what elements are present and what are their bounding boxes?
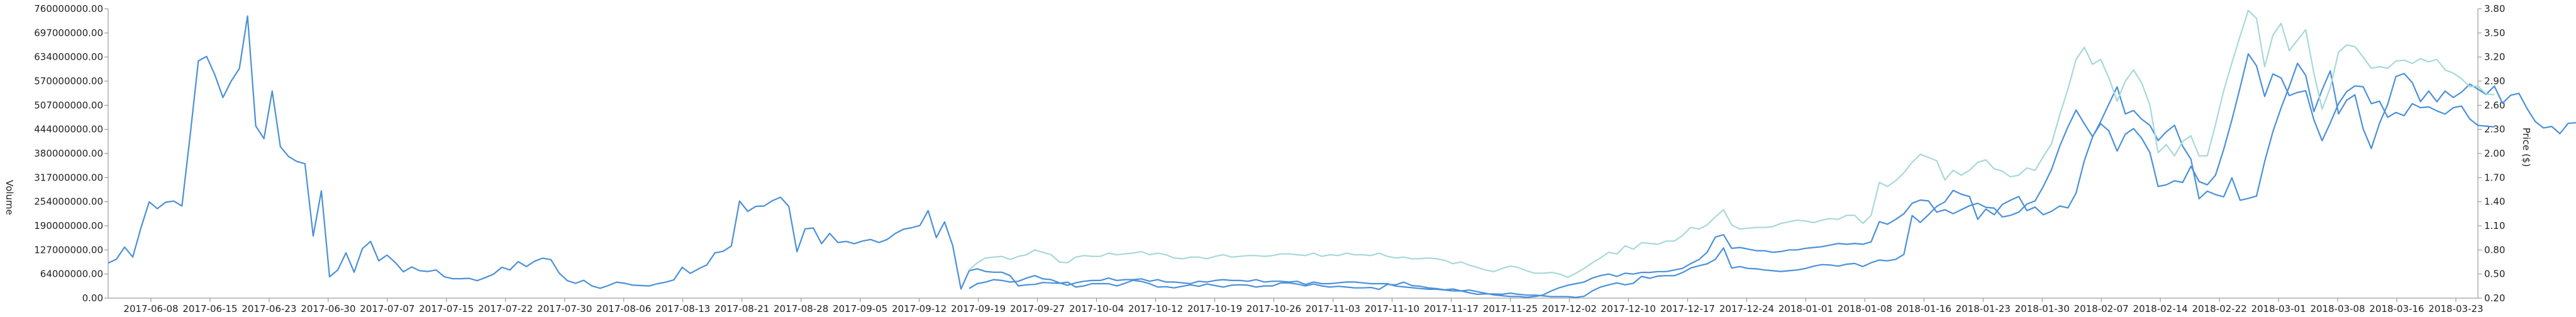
x-tick-label: 2017-06-30 [301,303,355,314]
x-tick-label: 2017-07-22 [478,303,533,314]
y-left-tick-label: 254000000.00 [34,196,103,208]
x-tick-label: 2017-06-23 [242,303,296,314]
x-tick-label: 2017-10-26 [1246,303,1301,314]
x-tick-label: 2017-11-10 [1365,303,1419,314]
x-tick-label: 2018-02-14 [2133,303,2188,314]
x-tick-label: 2018-02-07 [2074,303,2129,314]
x-tick-label: 2017-10-04 [1069,303,1124,314]
y-right-tick-label: 2.90 [2484,75,2505,87]
y-right-tick-label: 2.00 [2484,148,2505,159]
y-right-axis-title: Price ($) [2521,128,2532,167]
series-line-2 [969,53,2495,298]
x-tick-label: 2017-07-15 [419,303,474,314]
y-right-tick-label: 2.60 [2484,99,2505,111]
y-left-tick-label: 570000000.00 [34,75,103,87]
x-tick-label: 2017-09-19 [951,303,1006,314]
x-tick-label: 2018-03-16 [2369,303,2424,314]
y-left-axis-title: Volume [4,180,15,215]
y-right-tick-label: 2.30 [2484,124,2505,135]
x-tick-label: 2018-03-01 [2251,303,2306,314]
x-tick-label: 2017-07-30 [537,303,592,314]
x-tick-label: 2017-07-07 [360,303,414,314]
y-right-tick-label: 0.50 [2484,269,2505,280]
y-right-tick-label: 3.20 [2484,52,2505,63]
x-tick-label: 2017-06-08 [123,303,178,314]
x-tick-label: 2017-09-12 [892,303,947,314]
y-right-tick-label: 0.80 [2484,244,2505,255]
x-tick-label: 2017-11-25 [1483,303,1538,314]
x-tick-label: 2017-08-13 [655,303,710,314]
y-left-tick-label: 64000000.00 [40,269,103,280]
y-left-tick-label: 0.00 [82,292,103,304]
x-tick-label: 2017-09-05 [833,303,887,314]
x-tick-label: 2017-12-02 [1542,303,1597,314]
x-tick-label: 2017-09-27 [1010,303,1065,314]
x-tick-label: 2018-02-22 [2192,303,2247,314]
y-right-tick-label: 3.80 [2484,3,2505,14]
y-right-tick-label: 1.10 [2484,220,2505,231]
y-left-tick-label: 760000000.00 [34,3,103,14]
x-tick-label: 2018-01-08 [1838,303,1892,314]
x-tick-label: 2017-08-06 [596,303,651,314]
y-left-tick-label: 697000000.00 [34,27,103,38]
y-left-tick-label: 444000000.00 [34,124,103,135]
y-right-tick-label: 3.50 [2484,27,2505,38]
x-tick-label: 2018-01-01 [1779,303,1833,314]
x-tick-label: 2017-10-19 [1187,303,1242,314]
y-left-tick-label: 190000000.00 [34,220,103,231]
x-tick-label: 2017-10-12 [1128,303,1183,314]
series-line-0 [108,15,2576,298]
x-tick-label: 2017-12-24 [1719,303,1774,314]
x-tick-label: 2018-03-23 [2428,303,2483,314]
y-right-tick-label: 1.40 [2484,196,2505,208]
y-left-tick-label: 507000000.00 [34,99,103,111]
y-left-tick-label: 127000000.00 [34,244,103,255]
x-tick-label: 2017-08-21 [714,303,769,314]
series-line-1 [969,9,2495,278]
x-tick-label: 2017-11-03 [1306,303,1360,314]
x-tick-label: 2018-03-08 [2310,303,2365,314]
x-tick-label: 2017-08-28 [774,303,828,314]
x-tick-label: 2018-01-30 [2015,303,2070,314]
x-tick-label: 2017-06-15 [182,303,237,314]
x-tick-label: 2018-01-16 [1897,303,1951,314]
y-left-tick-label: 380000000.00 [34,148,103,159]
x-tick-label: 2017-12-10 [1601,303,1656,314]
y-left-tick-label: 317000000.00 [34,172,103,183]
y-right-tick-label: 0.20 [2484,292,2505,304]
y-right-tick-label: 1.70 [2484,172,2505,183]
x-tick-label: 2018-01-23 [1956,303,2011,314]
x-tick-label: 2017-11-17 [1424,303,1479,314]
x-tick-label: 2017-12-17 [1660,303,1715,314]
y-left-tick-label: 634000000.00 [34,52,103,63]
